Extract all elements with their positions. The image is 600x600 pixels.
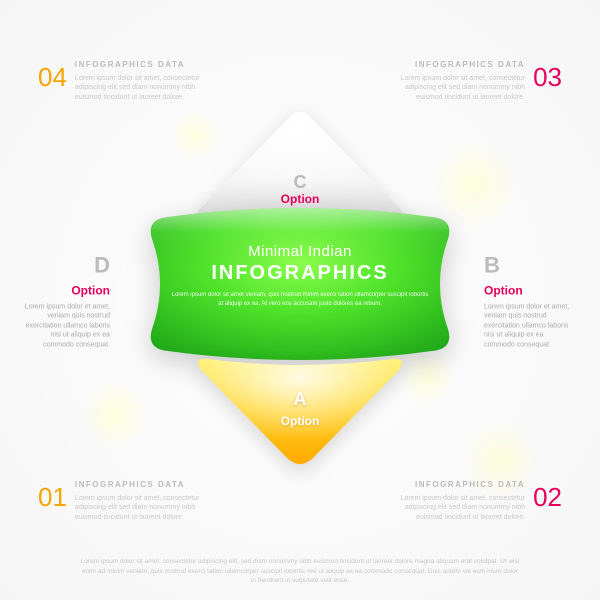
option-d-letter: D [20,250,110,280]
corner-03-lorem: Lorem ipsum dolor sit amet, consectetur … [392,74,525,102]
center-lorem: Lorem ipsum dolor sit amet veniam, quis … [170,291,430,309]
corner-02-lorem: Lorem ipsum dolor sit amet, consectetur … [392,494,525,522]
corner-01-lorem: Lorem ipsum dolor sit amet, consectetur … [75,494,208,522]
segment-bottom-label: Option [281,414,320,428]
corner-04-num: 04 [38,60,67,95]
corner-01: 01 INFOGRAPHICS DATA Lorem ipsum dolor s… [38,480,208,522]
option-b-letter: B [484,250,574,280]
segment-bottom [190,355,410,470]
center-title-1: Minimal Indian [170,243,430,260]
segment-top-letter: C [294,172,307,193]
footer-lorem: Lorem ipsum dolor sit amet, consectetur … [80,557,520,586]
corner-01-num: 01 [38,480,67,515]
option-b-lorem: Lorem ipsum dolor et amet, veniam quis n… [484,302,574,349]
option-b: B Option Lorem ipsum dolor et amet, veni… [484,250,574,349]
corner-04-tag: INFOGRAPHICS DATA [75,60,208,71]
option-b-label: Option [484,282,574,298]
corner-01-tag: INFOGRAPHICS DATA [75,480,208,491]
center-caption: Minimal Indian INFOGRAPHICS Lorem ipsum … [170,243,430,309]
corner-04: 04 INFOGRAPHICS DATA Lorem ipsum dolor s… [38,60,208,102]
corner-02-tag: INFOGRAPHICS DATA [392,480,525,491]
corner-03-tag: INFOGRAPHICS DATA [392,60,525,71]
corner-03: 03 INFOGRAPHICS DATA Lorem ipsum dolor s… [392,60,562,102]
segment-bottom-letter: A [294,389,307,410]
option-d: D Option Lorem ipsum dolor et amet, veni… [20,250,110,349]
segment-top-label: Option [281,192,320,206]
option-d-lorem: Lorem ipsum dolor et amet, veniam quis n… [20,302,110,349]
corner-02-num: 02 [533,480,562,515]
option-d-label: Option [20,282,110,298]
infographic-shape: C Option A Option Minimal Indian INFOGRA… [120,84,480,484]
corner-02: 02 INFOGRAPHICS DATA Lorem ipsum dolor s… [392,480,562,522]
corner-03-num: 03 [533,60,562,95]
center-title-2: INFOGRAPHICS [170,262,430,285]
corner-04-lorem: Lorem ipsum dolor sit amet, consectetur … [75,74,208,102]
